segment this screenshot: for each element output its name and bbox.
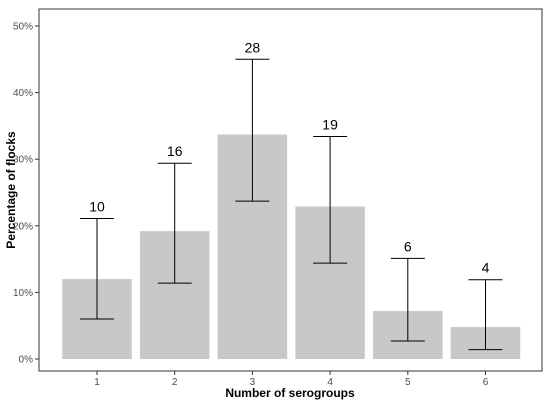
x-tick-label-1: 1 <box>94 377 100 388</box>
data-label-4: 19 <box>322 117 338 133</box>
x-tick-label-3: 3 <box>250 377 256 388</box>
y-axis: 0% 10% 20% 30% 40% 50% <box>13 22 39 366</box>
x-tick-label-5: 5 <box>405 377 411 388</box>
y-tick-label: 40% <box>13 88 33 99</box>
error-bars-group <box>80 58 503 351</box>
y-tick-label: 20% <box>13 221 33 232</box>
x-tick-label-4: 4 <box>327 377 333 388</box>
data-label-6: 4 <box>482 260 490 276</box>
data-label-3: 28 <box>245 39 261 55</box>
data-labels-group: 10 16 28 19 6 4 <box>89 39 489 275</box>
y-tick-label: 50% <box>13 22 33 33</box>
y-tick-label: 10% <box>13 288 33 299</box>
y-tick-label: 30% <box>13 155 33 166</box>
data-label-1: 10 <box>89 198 105 214</box>
x-tick-label-2: 2 <box>172 377 178 388</box>
y-tick-label: 0% <box>19 355 34 366</box>
x-axis: 1 2 3 4 5 6 <box>94 371 489 388</box>
data-label-2: 16 <box>167 143 183 159</box>
plot-panel-border <box>38 8 543 372</box>
data-label-5: 6 <box>404 238 412 254</box>
x-tick-label-6: 6 <box>483 377 489 388</box>
y-axis-title: Percentage of flocks <box>4 131 18 249</box>
x-axis-title: Number of serogroups <box>225 386 355 400</box>
